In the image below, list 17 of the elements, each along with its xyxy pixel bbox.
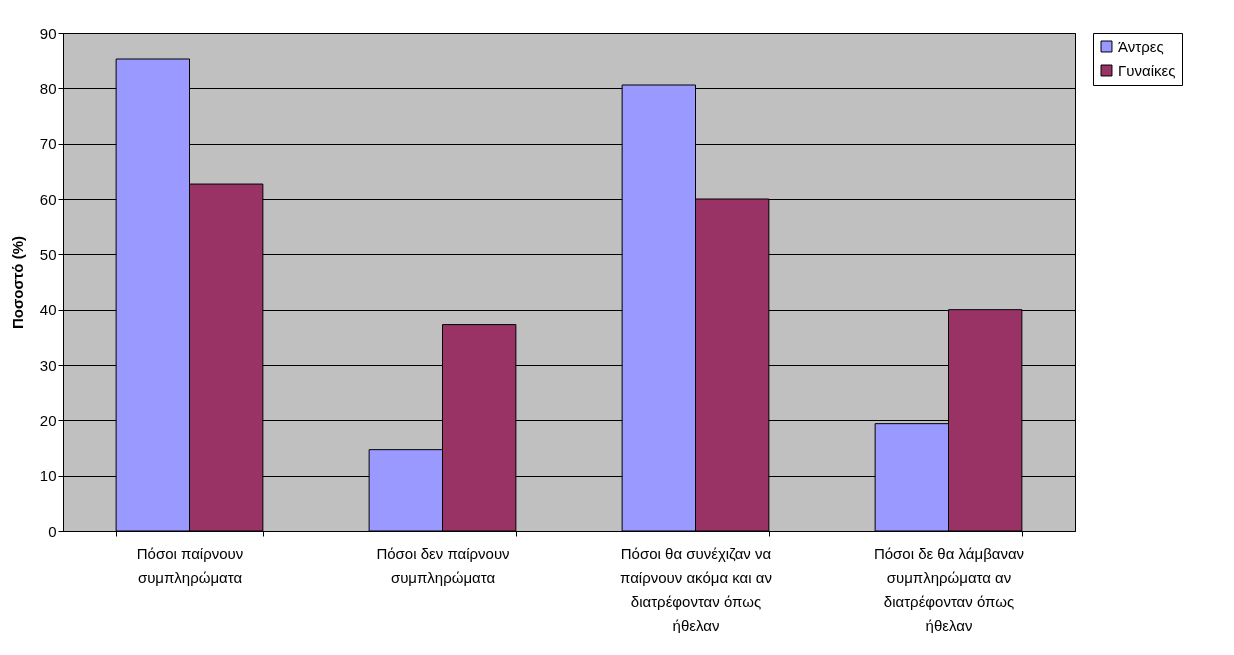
y-tick-label: 90 <box>39 24 57 42</box>
legend-label: Γυναίκες <box>1118 61 1176 79</box>
y-tick-label: 30 <box>39 356 57 374</box>
y-tick-label: 10 <box>39 467 57 485</box>
y-tick-label: 50 <box>39 245 57 263</box>
y-tick-label: 70 <box>39 135 57 153</box>
y-tick-label: 80 <box>39 79 57 97</box>
y-tick-label: 40 <box>39 301 57 319</box>
x-tick-label: Πόσοι δεν παίρνουν συμπληρώματα <box>376 544 510 586</box>
x-tick-label: Πόσοι δε θα λάμβαναν συμπληρώματα αν διατρέφονταν όπως ήθελαν <box>873 544 1025 634</box>
y-tick-label: 0 <box>48 522 57 540</box>
legend-label: Άντρες <box>1118 37 1164 55</box>
x-tick-label: Πόσοι θα συνέχιζαν να παίρνουν ακόμα και αν διατρέφονταν όπως ήθελαν <box>620 544 772 634</box>
y-axis-title: Ποσοστό (%) <box>8 235 26 330</box>
x-tick-label: Πόσοι παίρνουν συμπληρώματα <box>136 544 244 586</box>
y-tick-label: 60 <box>39 190 57 208</box>
y-tick-label: 20 <box>39 411 57 429</box>
